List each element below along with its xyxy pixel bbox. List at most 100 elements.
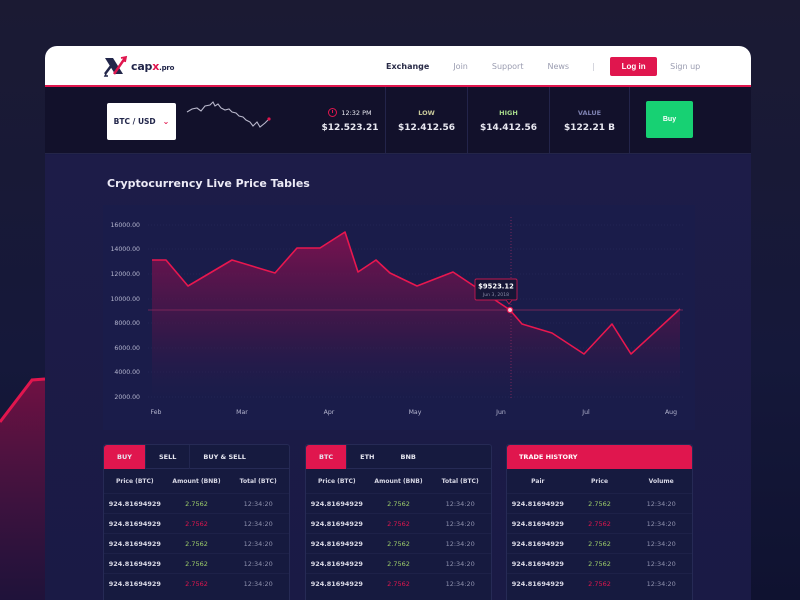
tab-buy-and-sell[interactable]: BUY & SELL (203, 453, 246, 461)
table-row[interactable]: 924.81694929 2.7562 12:34:20 (507, 493, 692, 513)
nav-link-join[interactable]: Join (453, 62, 468, 71)
x-tick: Jun (495, 409, 506, 416)
stat-low: LOW $12.412.56 (386, 87, 467, 154)
amount-cell: 2.7562 (387, 519, 410, 528)
price-cell: 924.81694929 (310, 499, 363, 508)
price-cell: 924.81694929 (310, 519, 363, 528)
tab-btc[interactable]: BTC (306, 445, 348, 469)
nav-link-exchange[interactable]: Exchange (386, 62, 430, 71)
x-tick: May (409, 409, 422, 416)
tab-bnb[interactable]: BNB (400, 453, 416, 461)
hover-point[interactable] (506, 306, 514, 314)
page-title: Cryptocurrency Live Price Tables (107, 177, 310, 190)
total-cell: 12:34:20 (243, 519, 273, 528)
high-label: HIGH (499, 108, 518, 117)
divider (549, 87, 550, 154)
sparkline-chart (186, 101, 271, 128)
amount-cell: 2.7562 (185, 499, 208, 508)
main-content: Cryptocurrency Live Price Tables (45, 155, 751, 600)
nav-links: Exchange Join Support News Log in Sign u… (386, 46, 700, 87)
price-cell: 2.7562 (588, 579, 611, 588)
volume-cell: 12:34:20 (646, 499, 676, 508)
column-header: Price (BTC) (317, 477, 356, 485)
time-label: 12:32 PM (328, 108, 372, 117)
nav-link-news[interactable]: News (547, 62, 570, 71)
divider (629, 87, 630, 154)
nav-link-support[interactable]: Support (491, 62, 524, 71)
tooltip-date: Jun 3, 2018 (482, 292, 509, 298)
time-text: 12:32 PM (341, 108, 372, 117)
high-value: $14.412.56 (480, 122, 537, 133)
y-tick: 4000.00 (114, 369, 140, 376)
y-tick: 8000.00 (114, 320, 140, 327)
tab-sell[interactable]: SELL (146, 445, 191, 469)
table-row[interactable]: 924.81694929 2.7562 12:34:20 (104, 533, 289, 553)
signup-link[interactable]: Sign up (670, 62, 701, 71)
table-row[interactable]: 924.81694929 2.7562 12:34:20 (104, 573, 289, 593)
value-value: $122.21 B (564, 122, 615, 133)
price-area-fill (152, 232, 680, 395)
price-line (152, 231, 681, 355)
table-row[interactable]: 924.81694929 2.7562 12:34:20 (507, 553, 692, 573)
divider (385, 87, 386, 154)
table-row[interactable]: 924.81694929 2.7562 12:34:20 (306, 533, 491, 553)
amount-cell: 2.7562 (387, 579, 410, 588)
table-row[interactable]: 924.81694929 2.7562 12:34:20 (104, 513, 289, 533)
volume-cell: 12:34:20 (646, 579, 676, 588)
table-row[interactable]: 924.81694929 2.7562 12:34:20 (104, 493, 289, 513)
pair-cell: 924.81694929 (511, 539, 564, 548)
total-cell: 12:34:20 (445, 559, 475, 568)
pair-cell: 924.81694929 (511, 499, 564, 508)
nav-divider (593, 62, 595, 71)
total-cell: 12:34:20 (445, 539, 475, 548)
x-tick: Aug (665, 409, 677, 416)
orders-panel: BUY SELL BUY & SELL Price (BTC) Amount (… (103, 444, 290, 600)
price-cell: 924.81694929 (108, 499, 161, 508)
table-row[interactable]: 924.81694929 2.7562 12:34:20 (306, 553, 491, 573)
table-row[interactable]: 924.81694929 2.7562 12:34:20 (306, 573, 491, 593)
price-cell: 2.7562 (588, 559, 611, 568)
table-header: Pair Price Volume (507, 469, 692, 493)
stat-high: HIGH $14.412.56 (468, 87, 549, 154)
tooltip-value: $9523.12 (478, 283, 514, 291)
total-cell: 12:34:20 (445, 499, 475, 508)
x-tick: Mar (236, 409, 248, 416)
top-nav: capx.pro Exchange Join Support News Log … (45, 46, 751, 87)
table-row[interactable]: 924.81694929 2.7562 12:34:20 (507, 533, 692, 553)
amount-cell: 2.7562 (387, 539, 410, 548)
logo-brand-suffix: .pro (159, 63, 175, 72)
volume-cell: 12:34:20 (646, 559, 676, 568)
total-cell: 12:34:20 (445, 579, 475, 588)
price-chart[interactable]: 16000.00 14000.00 12000.00 10000.00 8000… (103, 205, 695, 430)
amount-cell: 2.7562 (185, 519, 208, 528)
price-cell: 924.81694929 (310, 539, 363, 548)
buy-button[interactable]: Buy (646, 101, 693, 138)
table-row[interactable]: 924.81694929 2.7562 12:34:20 (104, 553, 289, 573)
table-row[interactable]: 924.81694929 2.7562 12:34:20 (306, 513, 491, 533)
tab-eth[interactable]: ETH (360, 453, 375, 461)
price-cell: 924.81694929 (108, 519, 161, 528)
x-tick: Apr (324, 409, 335, 416)
value-label: VALUE (577, 108, 602, 117)
logo[interactable]: capx.pro (103, 55, 174, 77)
table-row[interactable]: 924.81694929 2.7562 12:34:20 (306, 493, 491, 513)
login-button[interactable]: Log in (610, 57, 658, 76)
pair-select[interactable]: BTC / USD ⌄ (107, 103, 176, 140)
y-tick: 14000.00 (110, 246, 140, 253)
divider (467, 87, 468, 154)
current-price: $12.523.21 (321, 123, 379, 133)
volume-cell: 12:34:20 (646, 539, 676, 548)
chart-tooltip: $9523.12 Jun 3, 2018 (474, 278, 518, 305)
x-tick: Feb (151, 409, 162, 416)
ticker-bar: BTC / USD ⌄ 12:32 PM $12.523.21 LOW $12.… (45, 87, 751, 154)
y-tick: 16000.00 (110, 222, 140, 229)
amount-cell: 2.7562 (387, 499, 410, 508)
table-row[interactable]: 924.81694929 2.7562 12:34:20 (507, 573, 692, 593)
price-chart-svg: 16000.00 14000.00 12000.00 10000.00 8000… (110, 217, 683, 416)
price-cell: 2.7562 (588, 539, 611, 548)
price-cell: 2.7562 (588, 519, 611, 528)
total-cell: 12:34:20 (445, 519, 475, 528)
tab-buy[interactable]: BUY (104, 445, 146, 469)
app-window: capx.pro Exchange Join Support News Log … (45, 46, 751, 600)
table-row[interactable]: 924.81694929 2.7562 12:34:20 (507, 513, 692, 533)
